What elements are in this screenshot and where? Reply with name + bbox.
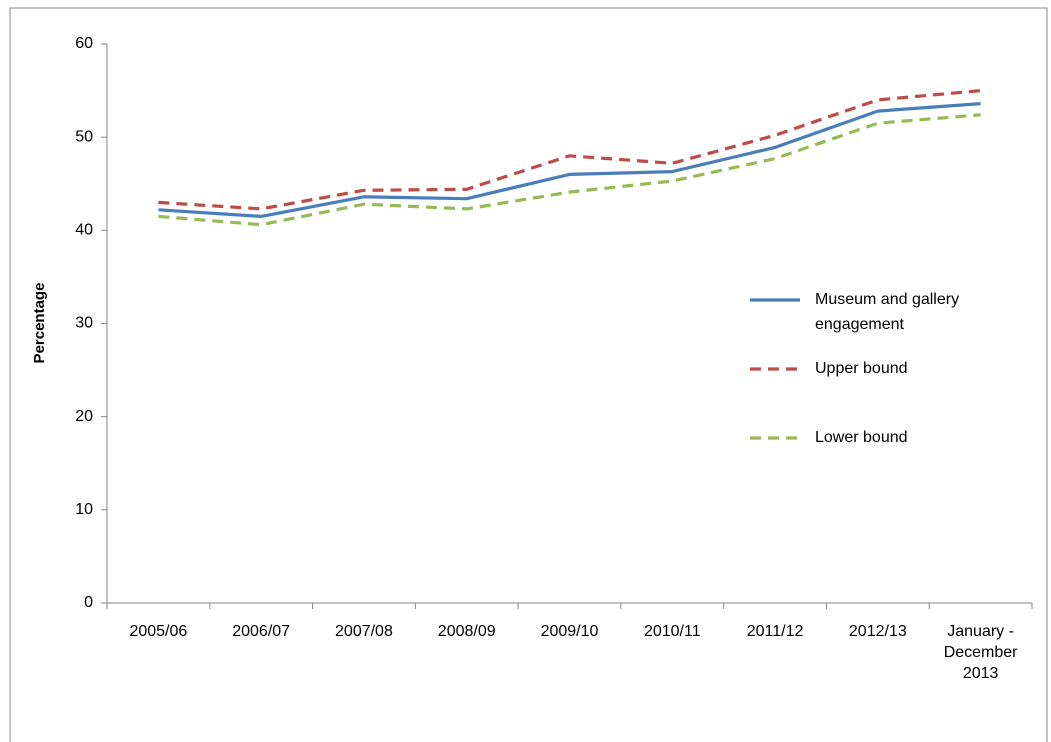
series-line xyxy=(158,113,981,227)
series-line xyxy=(158,102,981,218)
x-tick-label: 2009/10 xyxy=(541,623,599,640)
x-tick-label: 2012/13 xyxy=(849,623,907,640)
legend-label: Lower bound xyxy=(815,429,908,446)
y-axis-label: Percentage xyxy=(31,283,48,364)
y-tick-label: 0 xyxy=(84,594,93,611)
y-tick-label: 60 xyxy=(75,35,93,52)
y-tick-label: 30 xyxy=(75,315,93,332)
chart-frame xyxy=(9,7,1048,742)
x-tick-label: 2008/09 xyxy=(438,623,496,640)
x-tick-label: 2011/12 xyxy=(747,623,804,640)
y-tick-label: 50 xyxy=(75,128,93,145)
y-tick-label: 20 xyxy=(75,408,93,425)
y-tick-label: 40 xyxy=(75,222,93,239)
x-tick-label: 2006/07 xyxy=(232,623,290,640)
x-tick-label: 2005/06 xyxy=(129,623,187,640)
x-tick-label: 2007/08 xyxy=(335,623,393,640)
x-tick-label: January -December 2013 xyxy=(944,623,1018,682)
series-line xyxy=(158,89,981,211)
legend-label: Museum and gallery engagement xyxy=(815,291,959,333)
y-tick-label: 10 xyxy=(75,501,93,518)
legend-label: Upper bound xyxy=(815,360,908,377)
x-tick-label: 2010/11 xyxy=(644,623,701,640)
